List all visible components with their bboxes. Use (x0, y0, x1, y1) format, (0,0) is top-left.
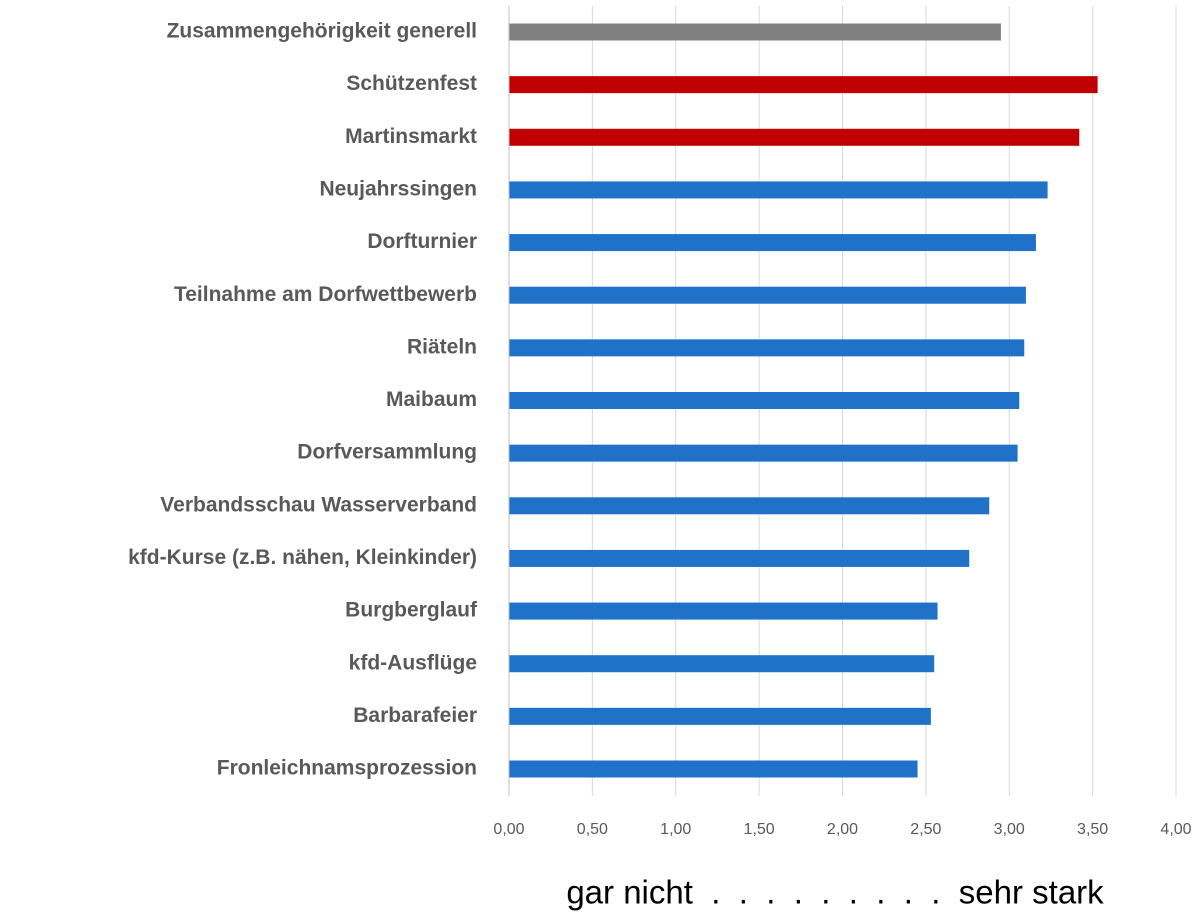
y-tick-label: Fronleichnamsprozession (217, 757, 477, 780)
y-tick-label: Burgberglauf (345, 599, 478, 622)
bar (509, 707, 931, 725)
y-tick-label: Teilnahme am Dorfwettbewerb (174, 283, 477, 306)
bar (509, 23, 1001, 41)
y-tick-label: Martinsmarkt (345, 125, 477, 148)
y-tick-label: Verbandsschau Wasserverband (160, 493, 477, 516)
bar (509, 234, 1036, 252)
x-tick-label: 0,00 (493, 821, 524, 838)
y-tick-label: Dorfturnier (367, 230, 477, 253)
scale-annotation: gar nicht . . . . . . . . . sehr stark (566, 874, 1104, 911)
bar (509, 549, 970, 567)
x-tick-label: 0,50 (577, 821, 608, 838)
bar (509, 655, 935, 673)
bar (509, 444, 1018, 462)
y-tick-label: Dorfversammlung (297, 441, 477, 464)
y-tick-label: Neujahrssingen (319, 177, 477, 200)
bar (509, 339, 1025, 357)
bar (509, 286, 1026, 304)
y-tick-label: Maibaum (386, 388, 477, 411)
bar (509, 602, 938, 620)
x-tick-label: 4,00 (1160, 821, 1191, 838)
bar (509, 181, 1048, 199)
bar (509, 76, 1098, 94)
x-tick-label: 1,50 (744, 821, 775, 838)
bar (509, 497, 990, 515)
y-tick-label: Zusammengehörigkeit generell (167, 20, 477, 43)
bar (509, 128, 1080, 146)
x-tick-label: 1,00 (660, 821, 691, 838)
y-tick-label: Schützenfest (346, 72, 477, 95)
bar (509, 392, 1020, 409)
x-tick-label: 2,50 (910, 821, 941, 838)
bar (509, 760, 918, 778)
x-tick-label: 3,00 (994, 821, 1025, 838)
x-tick-label: 2,00 (827, 821, 858, 838)
y-tick-label: Barbarafeier (353, 704, 477, 727)
x-tick-label: 3,50 (1077, 821, 1108, 838)
y-tick-label: kfd-Ausflüge (349, 651, 477, 674)
y-tick-label: kfd-Kurse (z.B. nähen, Kleinkinder) (128, 546, 477, 569)
y-tick-label: Riäteln (407, 335, 477, 358)
